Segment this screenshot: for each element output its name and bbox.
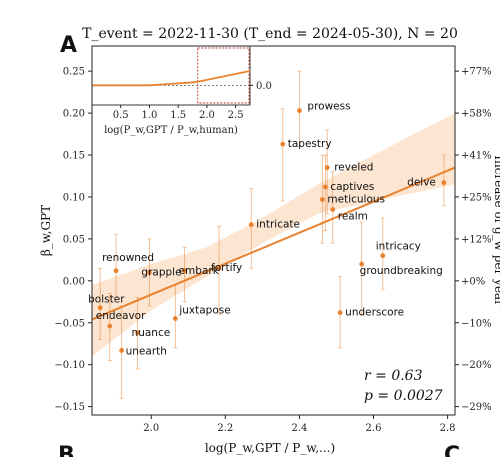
stat-p: p = 0.0027 bbox=[364, 388, 443, 404]
y-tick-label: −0.10 bbox=[54, 360, 85, 371]
label-intricate: intricate bbox=[256, 219, 300, 231]
right-tick-label: −20% bbox=[461, 360, 492, 371]
label-fortify: fortify bbox=[211, 262, 242, 274]
plot-frame bbox=[91, 45, 456, 416]
y-tick-label: −0.05 bbox=[54, 318, 85, 329]
inset-x-tick-label: 2.0 bbox=[199, 110, 215, 121]
inset-x-label: log(P_w,GPT / P_w,human) bbox=[104, 125, 238, 136]
label-nuance: nuance bbox=[132, 327, 171, 339]
point-intricate bbox=[248, 222, 254, 228]
right-tick-label: +0% bbox=[461, 276, 485, 287]
x-tick-label: 2.2 bbox=[217, 423, 233, 434]
y-tick-label: 0.00 bbox=[63, 276, 85, 287]
fit-line bbox=[91, 166, 456, 321]
right-tick-label: −10% bbox=[461, 318, 492, 329]
regression-line bbox=[91, 166, 456, 321]
right-axis-label: Increase of g_w per year bbox=[492, 155, 500, 306]
data-points bbox=[97, 108, 447, 353]
point-unearth bbox=[119, 348, 125, 353]
right-tick-label: −29% bbox=[461, 402, 492, 413]
y-tick-label: 0.20 bbox=[63, 109, 85, 120]
inset-x-tick-label: 1.0 bbox=[142, 110, 158, 121]
point-nuance bbox=[135, 330, 140, 336]
label-groundbreaking: groundbreaking bbox=[360, 265, 443, 277]
x-axis-label: log(P_w,GPT / P_w,...) bbox=[205, 441, 335, 455]
point-captives bbox=[322, 184, 328, 190]
y-tick-label: 0.10 bbox=[63, 192, 85, 203]
inset-x-tick-label: 2.5 bbox=[228, 110, 244, 121]
right-axis-ticks: −29% −20% −10% +0% +12% +25% +41% +58% +77% bbox=[455, 67, 492, 413]
label-endeavor: endeavor bbox=[96, 310, 146, 322]
label-bolster: bolster bbox=[88, 294, 125, 306]
y-tick-label: 0.05 bbox=[63, 234, 85, 245]
point-reveled bbox=[324, 165, 330, 171]
point-delve bbox=[441, 180, 447, 186]
point-bolster bbox=[97, 305, 103, 311]
point-underscore bbox=[337, 310, 343, 316]
right-tick-label: +58% bbox=[461, 109, 492, 120]
y-axis-label: β_w,GPT bbox=[39, 205, 53, 256]
y-tick-label: 0.15 bbox=[63, 151, 85, 162]
point-fortify bbox=[216, 265, 222, 271]
x-tick-label: 2.0 bbox=[143, 423, 159, 434]
y-tick-label: −0.15 bbox=[54, 402, 85, 413]
label-unearth: unearth bbox=[126, 345, 167, 357]
right-tick-label: +25% bbox=[461, 192, 492, 203]
right-tick-label: +41% bbox=[461, 151, 492, 162]
right-tick-label: +12% bbox=[461, 234, 492, 245]
point-juxtapose bbox=[172, 316, 178, 321]
inset-y-tick-label: 0.0 bbox=[256, 81, 272, 92]
confidence-band-area bbox=[92, 113, 455, 357]
x-axis-ticks: 2.0 2.2 2.4 2.6 2.8 bbox=[143, 415, 456, 434]
inset-plot: 0.5 1.0 1.5 2.0 2.5 0.0 log(P_w,GPT / P_w,huma… bbox=[91, 45, 272, 136]
y-tick-label: 0.25 bbox=[63, 67, 85, 78]
chart-title: T_event = 2022-11-30 (T_end = 2024-05-30… bbox=[82, 26, 458, 42]
label-meticulous: meticulous bbox=[327, 193, 385, 205]
point-meticulous bbox=[319, 197, 325, 202]
label-underscore: underscore bbox=[345, 307, 404, 319]
point-grapple bbox=[147, 270, 152, 275]
label-intricacy: intricacy bbox=[376, 241, 421, 253]
right-tick-label: +77% bbox=[461, 67, 492, 78]
label-realm: realm bbox=[338, 211, 368, 223]
x-tick-label: 2.4 bbox=[291, 423, 307, 434]
inset-x-tick-label: 0.5 bbox=[113, 110, 129, 121]
label-captives: captives bbox=[330, 181, 374, 193]
stat-r: r = 0.63 bbox=[364, 368, 423, 384]
inset-x-tick-label: 1.5 bbox=[170, 110, 186, 121]
point-embark bbox=[182, 268, 188, 274]
inset-highlight-box bbox=[197, 47, 250, 104]
panel-letter-a: A bbox=[60, 33, 77, 58]
y-axis-ticks: −0.15 −0.10 −0.05 0.00 0.05 0.10 0.15 0.20 0.25 bbox=[54, 67, 92, 413]
x-tick-label: 2.8 bbox=[440, 423, 456, 434]
label-juxtapose: juxtapose bbox=[178, 305, 230, 317]
point-endeavor bbox=[107, 323, 113, 329]
point-groundbreaking bbox=[359, 261, 365, 267]
label-prowess: prowess bbox=[307, 101, 350, 113]
x-tick-label: 2.6 bbox=[366, 423, 382, 434]
inset-curve bbox=[92, 70, 251, 87]
label-reveled: reveled bbox=[334, 162, 373, 174]
label-grapple: grapple bbox=[141, 266, 181, 278]
point-realm bbox=[330, 207, 336, 212]
point-prowess bbox=[297, 108, 302, 113]
label-delve: delve bbox=[407, 177, 436, 189]
label-tapestry: tapestry bbox=[288, 138, 332, 150]
point-intricacy bbox=[380, 253, 386, 259]
label-renowned: renowned bbox=[102, 252, 154, 264]
panel-letter-b: B bbox=[58, 443, 75, 457]
point-renowned bbox=[113, 268, 119, 274]
panel-letter-c: C bbox=[444, 443, 460, 457]
point-tapestry bbox=[280, 141, 286, 147]
label-embark: embark bbox=[179, 265, 220, 277]
confidence-band bbox=[92, 113, 455, 357]
